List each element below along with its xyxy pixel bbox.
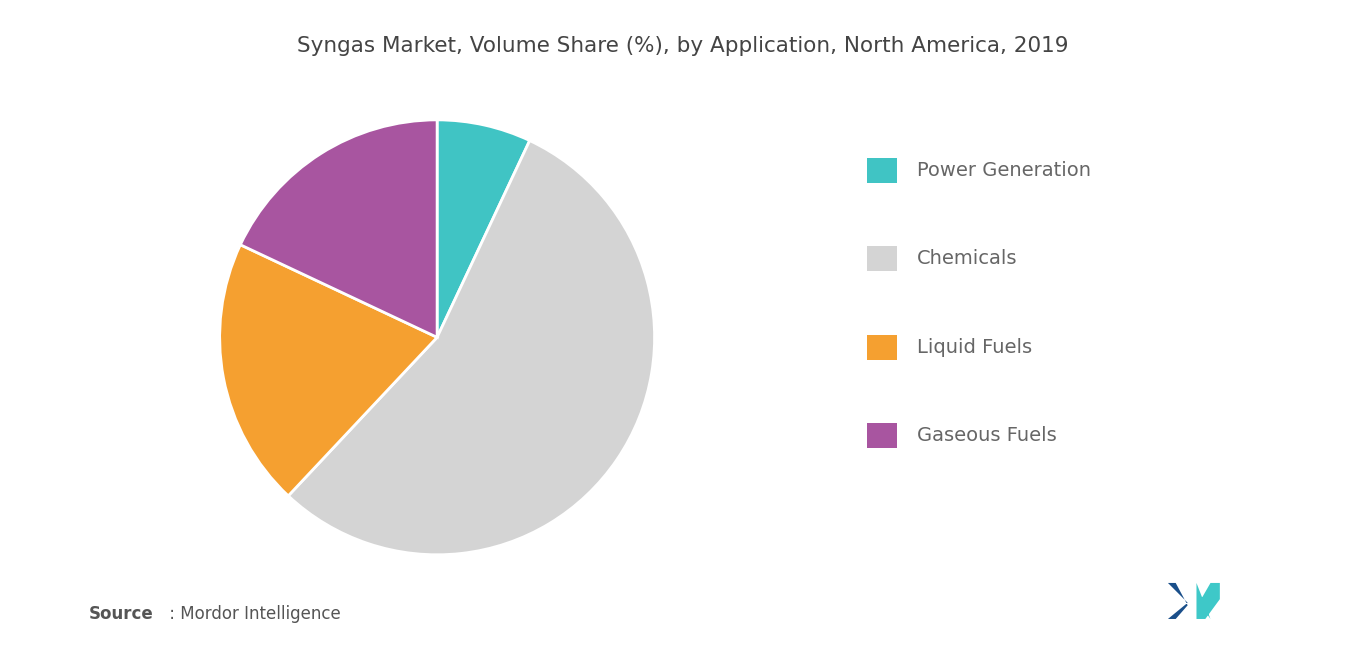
Wedge shape <box>437 120 530 337</box>
Text: Syngas Market, Volume Share (%), by Application, North America, 2019: Syngas Market, Volume Share (%), by Appl… <box>298 36 1068 56</box>
Text: Gaseous Fuels: Gaseous Fuels <box>917 426 1056 445</box>
Text: Chemicals: Chemicals <box>917 249 1018 269</box>
Wedge shape <box>288 141 654 555</box>
Text: Source: Source <box>89 605 153 624</box>
Wedge shape <box>240 120 437 337</box>
Wedge shape <box>220 245 437 496</box>
Text: Power Generation: Power Generation <box>917 160 1090 180</box>
Text: : Mordor Intelligence: : Mordor Intelligence <box>164 605 340 624</box>
Text: Liquid Fuels: Liquid Fuels <box>917 337 1031 357</box>
